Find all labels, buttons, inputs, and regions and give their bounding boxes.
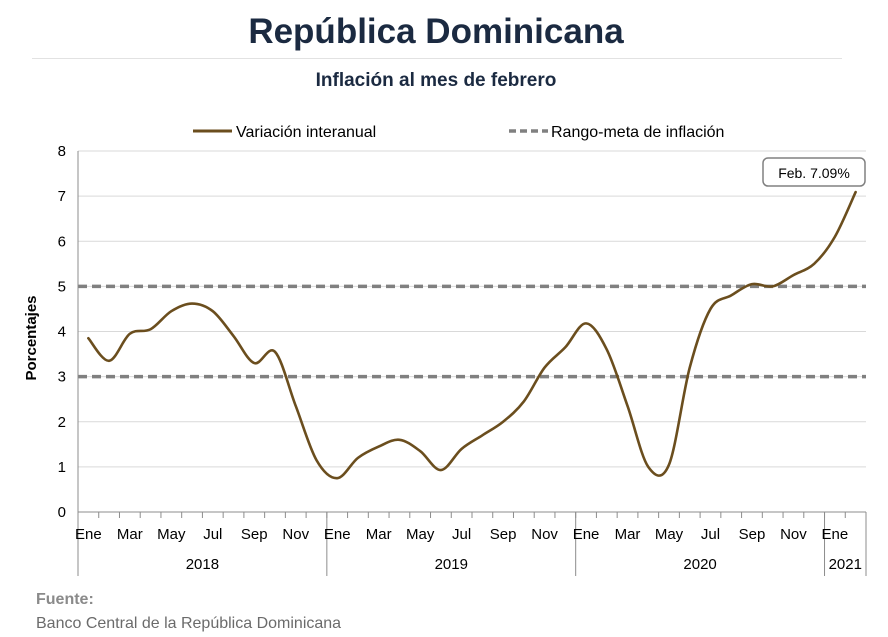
x-tick-label: Ene <box>324 526 351 543</box>
x-tick-label: Ene <box>822 526 849 543</box>
annotation: Feb. 7.09% <box>762 157 866 187</box>
legend-label-rango: Rango-meta de inflación <box>551 124 724 141</box>
y-tick-label: 2 <box>58 414 66 431</box>
x-tick-label: Mar <box>615 526 641 543</box>
x-tick-label: Mar <box>117 526 143 543</box>
chart-subtitle: Inflación al mes de febrero <box>315 70 557 91</box>
x-tick-labels: Ene Mar May Jul Sep Nov Ene Mar May Jul Sep Nov Ene M… <box>75 526 848 543</box>
axes <box>77 151 867 576</box>
y-tick-label: 5 <box>58 278 66 295</box>
x-tick-label: Sep <box>490 526 517 543</box>
y-tick-labels: 0 1 2 3 4 5 6 7 8 <box>58 143 66 521</box>
year-labels: 2018 2019 2020 2021 <box>186 556 862 573</box>
y-tick-label: 7 <box>58 188 66 205</box>
page-title: República Dominicana <box>248 12 624 51</box>
year-label: 2019 <box>435 556 468 573</box>
y-tick-label: 1 <box>58 459 66 476</box>
x-tick-label: Sep <box>241 526 268 543</box>
x-tick-label: Nov <box>780 526 807 543</box>
x-tick-label: Mar <box>366 526 392 543</box>
x-tick-label: Ene <box>573 526 600 543</box>
legend: Variación interanual Rango-meta de inflac… <box>193 124 724 141</box>
year-label: 2020 <box>683 556 716 573</box>
year-label: 2018 <box>186 556 219 573</box>
title-divider <box>32 58 842 59</box>
x-tick-label: May <box>655 526 684 543</box>
x-tick-label: Nov <box>531 526 558 543</box>
x-tick-label: Jul <box>452 526 471 543</box>
x-tick-label: May <box>406 526 435 543</box>
grid-lines <box>78 150 866 513</box>
series-line <box>87 190 857 480</box>
y-tick-label: 0 <box>58 504 66 521</box>
y-tick-label: 8 <box>58 143 66 160</box>
x-tick-label: Nov <box>282 526 309 543</box>
legend-label-variacion: Variación interanual <box>236 124 376 141</box>
source-label: Fuente: <box>36 591 94 608</box>
x-tick-label: May <box>157 526 186 543</box>
annotation-box <box>762 157 866 187</box>
x-tick-label: Sep <box>739 526 766 543</box>
series-line-variacion-interanual <box>87 190 857 480</box>
y-tick-label: 3 <box>58 369 66 386</box>
x-tick-label: Ene <box>75 526 102 543</box>
x-tick-label: Jul <box>203 526 222 543</box>
y-tick-label: 4 <box>58 324 66 341</box>
source-text: Banco Central de la República Dominicana <box>36 615 342 632</box>
x-tick-label: Jul <box>701 526 720 543</box>
year-label: 2021 <box>829 556 862 573</box>
y-axis-label: Porcentajes <box>23 295 40 380</box>
target-range-lines <box>78 284 866 379</box>
y-tick-label: 6 <box>58 233 66 250</box>
annotation-label: Feb. 7.09% <box>778 165 850 181</box>
